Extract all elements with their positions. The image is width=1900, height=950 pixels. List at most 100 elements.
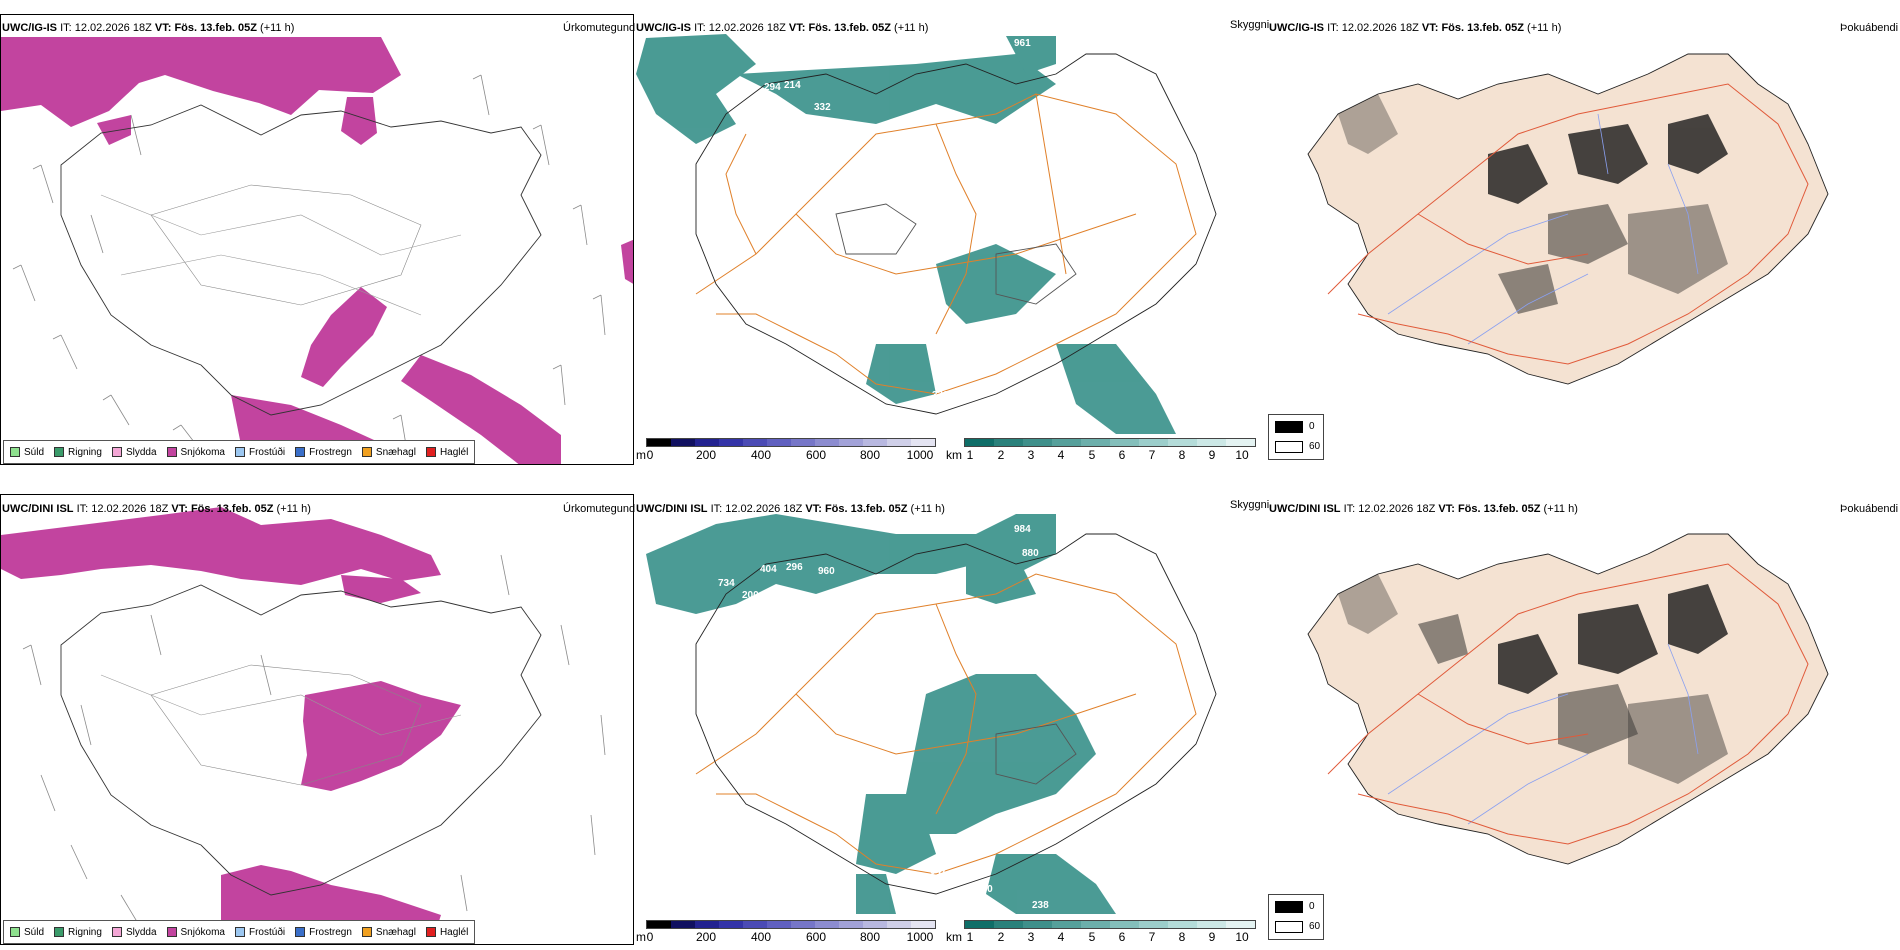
colorbar-tick: 1 (966, 448, 974, 462)
roads (695, 93, 1197, 395)
legend-item: Rigning (54, 927, 102, 938)
legend-label: Frostregn (309, 926, 352, 938)
colorbar-step (965, 439, 994, 446)
legend-item: Frostúði (234, 926, 286, 938)
visibility-map-1: 961 294 214 332 219 593 332 (636, 34, 1217, 434)
rivers (1387, 643, 1699, 825)
vt-value: Fös. 13.feb. 05Z (1457, 503, 1541, 515)
colorbar-step (911, 921, 935, 928)
cloud-label: 238 (1032, 900, 1049, 911)
colorbar-step (743, 921, 767, 928)
model-name: UWC/IG-IS (2, 22, 57, 34)
lead-time: (+11 h) (260, 22, 295, 34)
lead-time: (+11 h) (276, 503, 311, 515)
it-label: IT: (710, 503, 723, 515)
legend-label: Rigning (68, 926, 102, 938)
roads (695, 573, 1197, 875)
colorbar-tick: 4 (1057, 930, 1065, 944)
header-visibility-2: UWC/DINI ISL IT: 12.02.2026 18Z VT: Fös.… (636, 502, 945, 516)
header-fog-2: UWC/DINI ISL IT: 12.02.2026 18Z VT: Fös.… (1269, 502, 1578, 516)
low-vis-areas (646, 514, 1116, 914)
cloudbase-colorbar-2: m 0 200 400 600 800 1000 (636, 918, 936, 950)
precip-map-1 (1, 37, 633, 464)
legend-item: Súld (10, 927, 44, 938)
colorbar-tick: 4 (1057, 448, 1065, 462)
colorbar-step (965, 921, 994, 928)
legend-label: Haglél (439, 446, 469, 458)
legend-swatch (295, 447, 306, 457)
legend-swatch (111, 447, 122, 457)
cloud-label: 734 (718, 578, 735, 589)
visibility-panel-1: 961 294 214 332 219 593 332 (636, 14, 1266, 434)
colorbar-strip (964, 920, 1256, 929)
colorbar-tick: 600 (805, 448, 827, 462)
title-visibility-1: Skyggni (1230, 19, 1270, 31)
colorbar-step (1023, 921, 1052, 928)
it-label: IT: (1327, 22, 1339, 34)
title-fog-2: Þokuábendi (1840, 503, 1899, 515)
colorbar-step (863, 439, 887, 446)
fog-legend-low: 60 (1309, 921, 1321, 932)
legend-label: Rigning (68, 446, 102, 458)
colorbar-strip (646, 438, 936, 447)
fog-panel-2 (1268, 494, 1900, 894)
vt-value: Fös. 13.feb. 05Z (824, 503, 908, 515)
cloud-label: 880 (1022, 548, 1039, 559)
cloud-label: 219 (742, 112, 759, 123)
colorbar-unit: km (946, 448, 962, 462)
fog-legend-low: 60 (1309, 441, 1321, 452)
colorbar-step (1052, 921, 1081, 928)
colorbar-step (695, 921, 719, 928)
legend-item: Snæhagl (361, 447, 416, 458)
colorbar-step (719, 921, 743, 928)
colorbar-tick: 0 (646, 448, 654, 462)
colorbar-tick: 0 (646, 930, 654, 944)
cloud-label: 214 (784, 80, 801, 91)
fog-legend-2: 0 60 (1268, 894, 1324, 940)
colorbar-tick: 8 (1178, 930, 1186, 944)
model-name: UWC/DINI ISL (636, 503, 708, 515)
legend-label: Slydda (125, 926, 157, 938)
lead-time: (+11 h) (894, 22, 929, 34)
cloud-base-labels: 984 880 404 296 960 734 200 647 960 238 (718, 524, 1049, 911)
header-precip-2: UWC/DINI ISL IT: 12.02.2026 18Z VT: Fös.… (2, 502, 311, 516)
cloudbase-colorbar-1: m 0 200 400 600 800 1000 (636, 436, 936, 470)
iceland-outline (60, 584, 542, 896)
legend-swatch (234, 447, 245, 457)
colorbar-step (863, 921, 887, 928)
it-value: 12.02.2026 18Z (74, 22, 152, 34)
vt-value: Fös. 13.feb. 05Z (808, 22, 891, 34)
cloud-label: 200 (742, 590, 759, 601)
legend-item: Slydda (111, 926, 157, 938)
colorbar-tick: 1000 (906, 930, 934, 944)
colorbar-tick: 7 (1148, 448, 1156, 462)
roads (1327, 83, 1809, 365)
title-precip-2: Úrkomutegund (563, 503, 636, 515)
colorbar-tick: 1000 (906, 448, 934, 462)
legend-label: Haglél (439, 926, 469, 938)
cloud-label: 961 (1014, 38, 1031, 49)
fog-swatch-low (1275, 441, 1303, 453)
fog-legend-high: 0 (1309, 421, 1315, 432)
iceland-outline (60, 104, 542, 416)
colorbar-step (1168, 439, 1197, 446)
colorbar-step (839, 439, 863, 446)
colorbar-step (791, 439, 815, 446)
colorbar-step (1081, 921, 1110, 928)
cloud-label: 294 (764, 82, 781, 93)
legend-item: Snjókoma (166, 927, 225, 938)
header-precip-1: UWC/IG-IS IT: 12.02.2026 18Z VT: Fös. 13… (2, 21, 294, 35)
colorbar-unit: km (946, 930, 962, 944)
colorbar-step (887, 439, 911, 446)
vt-label: VT: (805, 503, 822, 515)
colorbar-step (994, 921, 1023, 928)
cloud-label: 984 (1014, 524, 1031, 535)
legend-label: Frostúði (248, 926, 286, 938)
vt-label: VT: (171, 503, 188, 515)
lead-time: (+11 h) (1527, 22, 1562, 34)
colorbar-tick: 800 (859, 930, 881, 944)
legend-label: Snjókoma (180, 446, 225, 458)
colorbar-tick: 800 (859, 448, 881, 462)
it-label: IT: (76, 503, 89, 515)
colorbar-step (1110, 439, 1139, 446)
